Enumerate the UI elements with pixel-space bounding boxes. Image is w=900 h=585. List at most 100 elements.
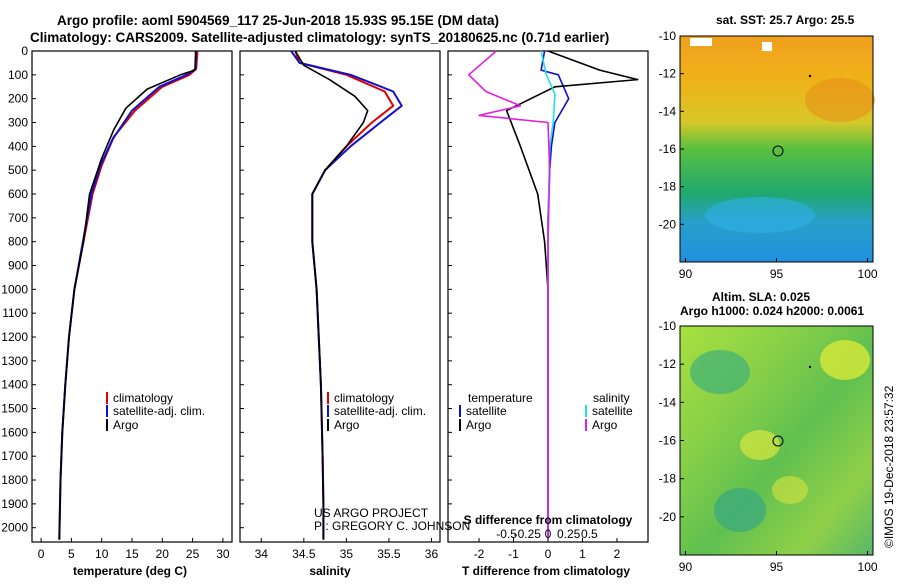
depth-tick-label: 400 xyxy=(8,139,28,153)
temperature-lines xyxy=(58,50,199,540)
salinity-legend: climatology satellite-adj. clim. Argo xyxy=(327,391,426,432)
legend-salinity-title: salinity xyxy=(593,391,630,405)
series-line-satellite-adj-clim- xyxy=(290,50,403,540)
map-xtick-label: 100 xyxy=(858,560,878,574)
map-ytick-label: -20 xyxy=(659,510,677,524)
depth-tick-label: 700 xyxy=(8,211,28,225)
map-ytick-label: -14 xyxy=(659,395,677,409)
map-ytick-label: -12 xyxy=(659,67,677,81)
temperature-panel: 0 5 10 15 20 25 30 temperature (deg C) climato… xyxy=(31,50,233,578)
map-ytick-label: -14 xyxy=(659,104,677,118)
legend-climatology-label: climatology xyxy=(113,391,173,405)
temperature-xtick-label: 0 xyxy=(38,547,45,561)
sst-argo-location-marker xyxy=(772,145,784,157)
legend-s-satellite-label: satellite xyxy=(592,404,633,418)
salinity-xtick-label: 35 xyxy=(340,547,354,561)
map-ytick-label: -10 xyxy=(659,319,677,333)
map-ytick-label: -20 xyxy=(659,217,677,231)
depth-tick-label: 900 xyxy=(8,259,28,273)
series-line-salinity-argo xyxy=(467,50,551,540)
difference-ticks: -2 -1 0 1 2 xyxy=(448,50,621,561)
legend-temperature-title: temperature xyxy=(468,391,533,405)
sst-small-dot xyxy=(808,74,812,78)
map-xtick-label: 90 xyxy=(679,560,693,574)
map-ytick-label: -18 xyxy=(659,180,677,194)
title-line-1: Argo profile: aoml 5904569_117 25-Jun-20… xyxy=(57,13,499,28)
depth-tick-label: 1500 xyxy=(1,402,28,416)
depth-tick-label: 1200 xyxy=(1,330,28,344)
sst-land-mask xyxy=(762,42,772,51)
depth-tick-label: 600 xyxy=(8,187,28,201)
difference-legend: temperature satellite Argo salinity sate… xyxy=(459,391,633,432)
legend-argo-label: Argo xyxy=(334,418,360,432)
salinity-xtick-label: 35.5 xyxy=(377,547,401,561)
legend-satellite-label: satellite-adj. clim. xyxy=(113,404,205,418)
salinity-lines xyxy=(290,50,403,540)
s-difference-tick-label: -0.25 xyxy=(514,527,542,541)
depth-tick-label: 2000 xyxy=(1,521,28,535)
series-line-argo xyxy=(58,50,197,540)
depth-tick-label: 200 xyxy=(8,92,28,106)
s-difference-tick-label: 0.5 xyxy=(581,527,598,541)
map-ytick-label: -12 xyxy=(659,357,677,371)
map-ytick-label: -16 xyxy=(659,142,677,156)
sst-land-mask xyxy=(690,38,712,46)
series-line-satellite-adj-clim- xyxy=(58,50,198,540)
difference-panel: -2 -1 0 1 2 T difference from climatology S … xyxy=(447,50,649,578)
salinity-xtick-label: 34.5 xyxy=(292,547,316,561)
temperature-xtick-label: 25 xyxy=(186,547,200,561)
sla-low-patch xyxy=(690,350,750,394)
series-line-argo xyxy=(294,50,369,540)
temperature-xtick-label: 5 xyxy=(68,547,75,561)
depth-tick-label: 800 xyxy=(8,235,28,249)
series-line-climatology xyxy=(58,50,199,540)
map-ytick-label: -18 xyxy=(659,472,677,486)
map-xtick-label: 95 xyxy=(770,560,784,574)
difference-xtick-label: 2 xyxy=(614,547,621,561)
sla-low-patch xyxy=(714,488,766,532)
legend-t-satellite-label: satellite xyxy=(466,404,507,418)
series-line-temperature-argo xyxy=(505,50,639,540)
depth-tick-label: 500 xyxy=(8,163,28,177)
depth-axis: 0 100 200 300 400 500 600 700 800 900 1000 1100 1200… xyxy=(1,44,28,535)
sst-map: sat. SST: 25.7 Argo: 25.5 xyxy=(659,13,878,281)
legend-satellite-label: satellite-adj. clim. xyxy=(334,404,426,418)
depth-tick-label: 1700 xyxy=(1,449,28,463)
sla-small-dot xyxy=(808,365,812,369)
difference-xtick-label: -1 xyxy=(508,547,519,561)
temperature-xlabel: temperature (deg C) xyxy=(73,564,187,578)
difference-xlabel: T difference from climatology xyxy=(462,564,630,578)
depth-tick-label: 1800 xyxy=(1,473,28,487)
temperature-xtick-label: 20 xyxy=(156,547,170,561)
map-ytick-label: -10 xyxy=(659,29,677,43)
legend-t-argo-label: Argo xyxy=(466,418,492,432)
map-xtick-label: 95 xyxy=(770,267,784,281)
depth-tick-label: 1000 xyxy=(1,282,28,296)
sst-warm-patch xyxy=(805,78,875,122)
salinity-plot-frame xyxy=(239,50,441,543)
legend-climatology-label: climatology xyxy=(334,391,394,405)
credit-pi: PI: GREGORY C. JOHNSON xyxy=(314,519,470,533)
difference-xtick-label: 1 xyxy=(579,547,586,561)
s-difference-tick-label: 0 xyxy=(545,527,552,541)
difference-xtick-label: 0 xyxy=(545,547,552,561)
depth-tick-label: 1900 xyxy=(1,497,28,511)
map-xtick-label: 100 xyxy=(858,267,878,281)
s-difference-ticklabels: -0.5-0.25 0 0.25 0.5 xyxy=(496,527,598,541)
sla-high-patch xyxy=(740,430,780,460)
map-xtick-label: 90 xyxy=(679,267,693,281)
sla-high-patch xyxy=(772,476,808,504)
temperature-xtick-label: 10 xyxy=(95,547,109,561)
temperature-xtick-label: 30 xyxy=(216,547,230,561)
series-line-temperature-satellite xyxy=(540,50,570,540)
sst-map-ticks: -10 -12 -14 -16 -18 -20 90 95 100 xyxy=(659,29,878,281)
temperature-legend: climatology satellite-adj. clim. Argo xyxy=(106,391,205,432)
depth-tick-label: 300 xyxy=(8,116,28,130)
sla-argo-location-marker xyxy=(772,435,784,447)
s-difference-label: S difference from climatology xyxy=(464,513,633,527)
salinity-xtick-label: 36 xyxy=(425,547,439,561)
depth-tick-label: 100 xyxy=(8,68,28,82)
sla-map-title-2: Argo h1000: 0.024 h2000: 0.0061 xyxy=(680,304,864,318)
